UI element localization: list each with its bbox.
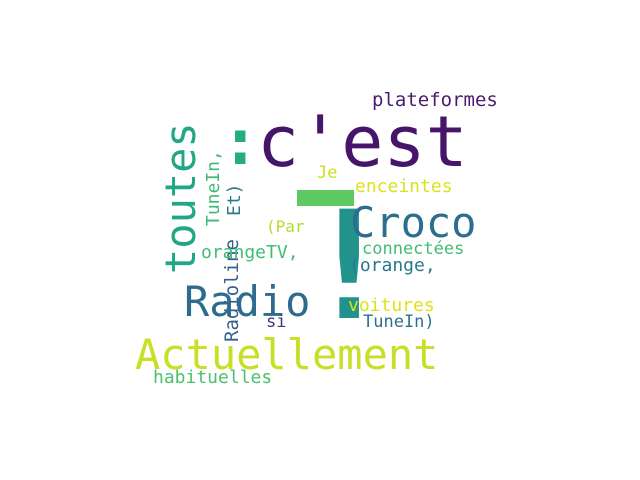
word-tunein-close: TuneIn) [363, 312, 435, 332]
word-connectees: connectées [362, 239, 465, 259]
word-exclamation: ! [304, 180, 395, 354]
word-toutes: toutes [156, 122, 205, 274]
word-et: Et) [224, 183, 245, 216]
word-actuellement: Actuellement [135, 330, 439, 379]
word-enceintes: enceintes [355, 176, 453, 197]
dash-bar [297, 190, 354, 206]
word-radio: Radio [184, 277, 311, 326]
word-colon: : [221, 106, 260, 180]
word-plateformes: plateformes [372, 89, 498, 111]
word-orange: (orange, [349, 255, 436, 276]
word-orangetv: orangeTV, [201, 242, 299, 263]
word-croco: Croco [350, 198, 477, 247]
word-si: si [266, 312, 287, 332]
word-habituelles: habituelles [153, 367, 273, 388]
word-par: (Par [266, 217, 305, 236]
word-tunein-vertical: TuneIn, [203, 150, 224, 226]
word-voitures: voitures [348, 295, 435, 316]
word-cest: c'est [257, 101, 468, 183]
word-je: Je [317, 163, 338, 183]
